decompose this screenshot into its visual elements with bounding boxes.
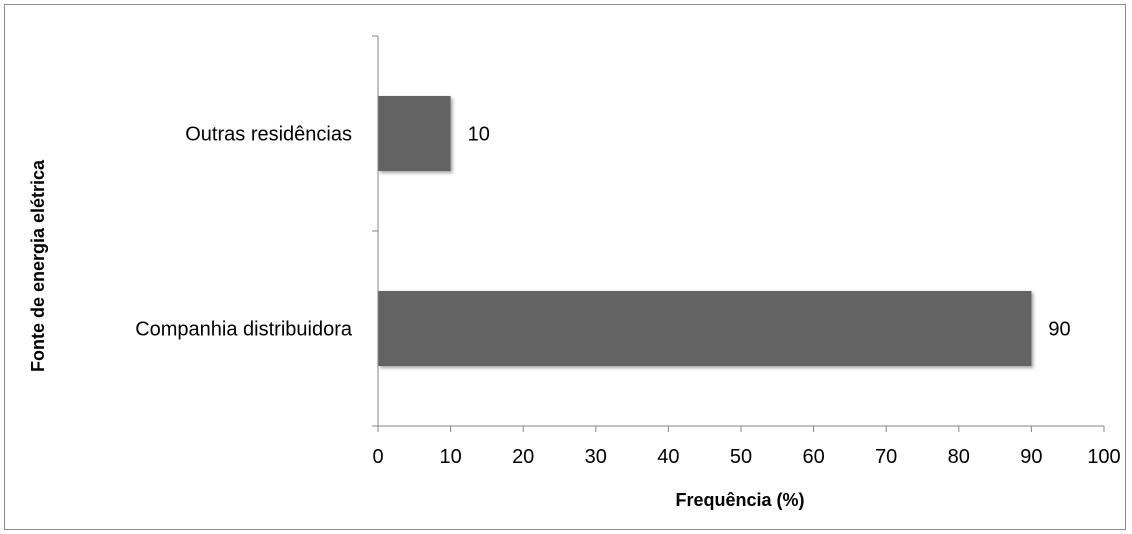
x-axis-tick-label: 20 [512, 446, 534, 468]
bar [378, 290, 1032, 367]
y-axis-category-label: Outras residências [185, 124, 352, 146]
x-axis-tick-label: 60 [802, 446, 824, 468]
x-axis-tick-labels: 0 10 20 30 40 50 60 70 80 90 100 [372, 446, 1120, 468]
bars-layer [378, 95, 1032, 367]
chart-frame [4, 4, 1126, 530]
x-axis-tick-label: 10 [439, 446, 461, 468]
x-axis-tick-label: 30 [585, 446, 607, 468]
bar-data-label: 90 [1048, 319, 1070, 341]
bar-data-label: 10 [468, 124, 490, 146]
data-labels: 10 90 [468, 124, 1071, 341]
x-axis-tick-label: 70 [875, 446, 897, 468]
x-axis-tick-label: 100 [1087, 446, 1120, 468]
x-axis-ticks [377, 426, 1105, 432]
x-axis-tick-label: 40 [657, 446, 679, 468]
y-axis-ticks [372, 35, 378, 427]
x-axis-tick-label: 90 [1020, 446, 1042, 468]
x-axis-tick-label: 50 [730, 446, 752, 468]
x-axis-tick-label: 80 [948, 446, 970, 468]
bar [378, 95, 451, 172]
x-axis-title: Frequência (%) [675, 490, 804, 510]
y-axis-category-label: Companhia distribuidora [135, 319, 353, 341]
y-axis-category-labels: Outras residências Companhia distribuidor… [135, 124, 353, 341]
x-axis-tick-label: 0 [372, 446, 383, 468]
y-axis-title: Fonte de energia elétrica [28, 159, 48, 372]
